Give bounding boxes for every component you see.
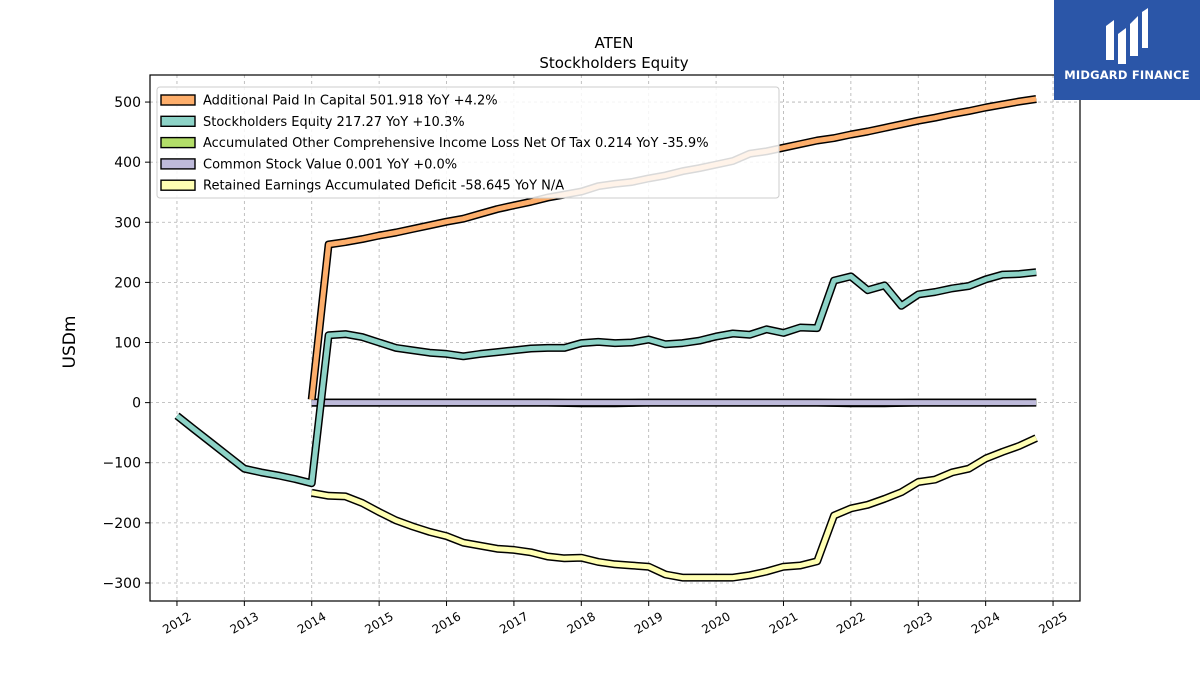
x-tick-label: 2018: [565, 609, 598, 636]
y-tick-label: 400: [114, 155, 141, 171]
legend-label: Stockholders Equity 217.27 YoY +10.3%: [203, 115, 465, 130]
x-tick-label: 2017: [497, 609, 530, 636]
legend-swatch: [160, 179, 196, 191]
y-axis-label: USDm: [60, 316, 80, 369]
series-line-fill: [311, 435, 1038, 581]
brand-name: MIDGARD FINANCE: [1064, 68, 1190, 82]
legend: Additional Paid In Capital 501.918 YoY +…: [156, 86, 780, 199]
brand-logo: MIDGARD FINANCE: [1054, 0, 1200, 100]
x-tick-label: 2020: [699, 609, 732, 636]
legend-item: Retained Earnings Accumulated Deficit -5…: [160, 179, 564, 194]
series-line: [311, 434, 1038, 582]
y-tick-label: −200: [103, 516, 141, 532]
x-tick-label: 2019: [632, 609, 665, 636]
y-tick-label: 300: [114, 215, 141, 231]
y-tick-label: −100: [103, 456, 141, 472]
legend-swatch: [160, 158, 196, 170]
plot-frame: [149, 74, 1081, 602]
x-tick-label: 2012: [160, 609, 193, 636]
legend-box: [156, 86, 780, 199]
legend-item: Stockholders Equity 217.27 YoY +10.3%: [160, 115, 465, 130]
series-line-fill: [175, 269, 1037, 486]
chart-title: ATEN: [595, 34, 634, 52]
x-tick-label: 2013: [228, 609, 261, 636]
legend-swatch: [160, 136, 196, 149]
legend-item: Additional Paid In Capital 501.918 YoY +…: [160, 94, 498, 109]
series-line-outline: [311, 434, 1038, 582]
legend-label: Additional Paid In Capital 501.918 YoY +…: [203, 94, 498, 109]
x-tick-label: 2022: [834, 609, 867, 636]
legend-item: Common Stock Value 0.001 YoY +0.0%: [160, 157, 457, 172]
x-tick-label: 2021: [767, 609, 800, 636]
midgard-logo-icon: [1106, 8, 1148, 64]
y-tick-label: 200: [114, 275, 141, 291]
series-line: [174, 268, 1037, 488]
y-tick-label: 0: [132, 396, 141, 412]
x-tick-label: 2015: [362, 609, 395, 636]
x-tick-label: 2025: [1036, 609, 1069, 636]
legend-swatch: [160, 115, 196, 128]
legend-label: Accumulated Other Comprehensive Income L…: [203, 136, 709, 151]
x-tick-label: 2016: [430, 609, 463, 636]
legend-swatch: [160, 94, 196, 106]
x-tick-label: 2023: [902, 609, 935, 636]
y-tick-label: −300: [103, 576, 141, 592]
x-tick-label: 2014: [295, 609, 328, 636]
legend-item: Accumulated Other Comprehensive Income L…: [160, 136, 709, 151]
x-tick-label: 2024: [969, 609, 1002, 636]
y-tick-label: 500: [114, 95, 141, 111]
chart-subtitle: Stockholders Equity: [539, 54, 688, 72]
legend-label: Common Stock Value 0.001 YoY +0.0%: [203, 157, 457, 172]
y-tick-label: 100: [114, 336, 141, 352]
legend-label: Retained Earnings Accumulated Deficit -5…: [203, 179, 564, 194]
